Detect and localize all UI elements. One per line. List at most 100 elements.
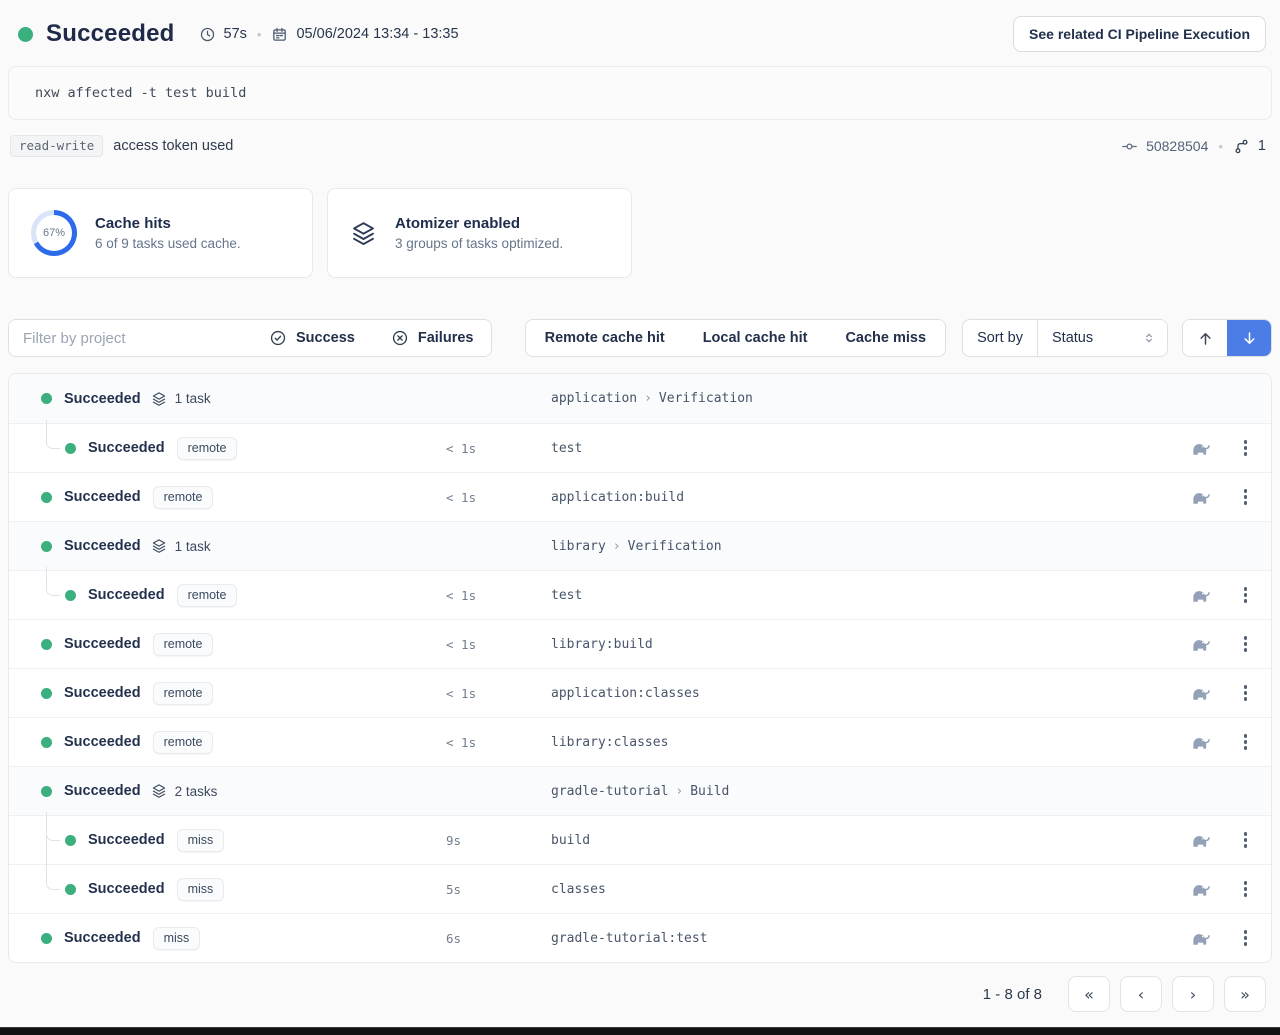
gradle-elephant-icon[interactable] — [1190, 684, 1212, 702]
sort-selected-value: Status — [1052, 330, 1094, 346]
kebab-menu-icon[interactable] — [1240, 877, 1252, 901]
first-page-button[interactable]: « — [1068, 976, 1110, 1012]
task-row[interactable]: Succeeded remote < 1s library:build — [9, 619, 1271, 668]
gradle-elephant-icon[interactable] — [1190, 635, 1212, 653]
last-page-icon: » — [1240, 984, 1250, 1004]
task-row[interactable]: Succeeded remote < 1s library:classes — [9, 717, 1271, 766]
gradle-elephant-icon[interactable] — [1190, 880, 1212, 898]
task-row[interactable]: Succeeded remote < 1s test — [9, 567, 1271, 619]
sort-control: Sort by Status — [962, 319, 1168, 357]
remote-cache-hit-button[interactable]: Remote cache hit — [525, 320, 684, 356]
gradle-elephant-icon[interactable] — [1190, 439, 1212, 457]
sort-ascending-button[interactable] — [1183, 320, 1227, 356]
local-cache-hit-button[interactable]: Local cache hit — [683, 320, 827, 356]
task-name: library:classes — [551, 734, 669, 750]
kebab-menu-icon[interactable] — [1240, 485, 1252, 509]
arrow-up-icon — [1196, 329, 1215, 348]
sort-select[interactable]: Status — [1037, 320, 1167, 356]
task-row[interactable]: Succeeded remote < 1s test — [9, 420, 1271, 472]
kebab-menu-icon[interactable] — [1240, 730, 1252, 754]
task-row[interactable]: Succeeded miss 9s build — [9, 812, 1271, 864]
layers-icon — [151, 783, 167, 799]
failures-filter-button[interactable]: Failures — [372, 320, 492, 356]
kebab-menu-icon[interactable] — [1240, 632, 1252, 656]
task-name: application:classes — [551, 685, 700, 701]
commit-icon — [1121, 138, 1138, 155]
cache-miss-button[interactable]: Cache miss — [826, 320, 946, 356]
row-status: Succeeded — [64, 685, 141, 701]
task-name: build — [551, 832, 591, 848]
gradle-elephant-icon[interactable] — [1190, 488, 1212, 506]
run-date-range: 05/06/2024 13:34 - 13:35 — [296, 26, 459, 42]
gradle-elephant-icon[interactable] — [1190, 733, 1212, 751]
task-row[interactable]: Succeeded miss 6s gradle-tutorial:test — [9, 913, 1271, 962]
pagination: 1 - 8 of 8 « ‹ › » — [14, 976, 1266, 1012]
cache-badge: remote — [176, 583, 238, 607]
task-name: library:build — [551, 636, 653, 652]
task-group-row[interactable]: Succeeded 2 tasks gradle-tutorial › Buil… — [9, 766, 1271, 815]
access-token-badge: read-write — [10, 135, 104, 157]
row-status: Succeeded — [64, 538, 141, 554]
success-filter-button[interactable]: Success — [251, 320, 373, 356]
cache-filter-group: Remote cache hit Local cache hit Cache m… — [524, 319, 947, 357]
project-name: library — [551, 538, 606, 554]
status-dot-icon — [41, 932, 52, 944]
kebab-menu-icon[interactable] — [1240, 828, 1252, 852]
row-status: Succeeded — [64, 636, 141, 652]
kebab-menu-icon[interactable] — [1240, 583, 1252, 607]
kebab-menu-icon[interactable] — [1240, 681, 1252, 705]
task-row[interactable]: Succeeded remote < 1s application:build — [9, 472, 1271, 521]
row-status: Succeeded — [88, 440, 165, 456]
cache-hits-percent: 67% — [42, 227, 66, 239]
chevron-right-icon: › — [675, 783, 684, 799]
task-duration: 9s — [446, 832, 462, 848]
group-path: library › Verification — [551, 522, 722, 570]
commit-hash[interactable]: 50828504 — [1146, 138, 1209, 154]
task-row[interactable]: Succeeded remote < 1s application:classe… — [9, 668, 1271, 717]
run-duration: 57s — [223, 26, 247, 42]
kebab-menu-icon[interactable] — [1240, 926, 1252, 950]
token-row: read-write access token used 50828504 • … — [10, 135, 1270, 157]
atomizer-card[interactable]: Atomizer enabled 3 groups of tasks optim… — [327, 188, 632, 278]
task-name: gradle-tutorial:test — [551, 930, 708, 946]
sort-by-label: Sort by — [977, 330, 1023, 346]
task-name: classes — [551, 881, 606, 897]
cache-hits-progress-ring: 67% — [31, 210, 77, 256]
cache-badge: miss — [176, 877, 225, 901]
project-filter-input[interactable] — [9, 320, 251, 356]
row-status: Succeeded — [64, 390, 141, 407]
atomizer-subtitle: 3 groups of tasks optimized. — [395, 236, 564, 251]
task-group-row[interactable]: Succeeded 1 task library › Verification — [9, 521, 1271, 570]
task-duration: 6s — [446, 930, 462, 946]
target-name: Build — [690, 783, 730, 799]
kebab-menu-icon[interactable] — [1240, 436, 1252, 460]
next-page-button[interactable]: › — [1172, 976, 1214, 1012]
run-details-page: Succeeded 57s • 05/06/2024 13:34 - 13:35… — [0, 16, 1280, 1035]
status-dot-icon — [41, 540, 52, 552]
project-filter-group: Success Failures — [8, 319, 493, 357]
group-path: gradle-tutorial › Build — [551, 767, 729, 815]
status-dot-icon — [41, 736, 52, 748]
sort-descending-button[interactable] — [1227, 320, 1271, 356]
status-dot-icon — [41, 393, 52, 404]
last-page-button[interactable]: » — [1224, 976, 1266, 1012]
task-duration: < 1s — [446, 440, 477, 456]
gradle-elephant-icon[interactable] — [1190, 929, 1212, 947]
failures-filter-label: Failures — [417, 330, 474, 346]
row-status: Succeeded — [88, 587, 165, 603]
related-pipeline-button[interactable]: See related CI Pipeline Execution — [1013, 16, 1266, 52]
status-dot-icon — [41, 785, 52, 797]
layers-icon — [151, 538, 167, 554]
target-name: Verification — [658, 391, 753, 406]
row-status: Succeeded — [64, 930, 141, 946]
gradle-elephant-icon[interactable] — [1190, 586, 1212, 604]
task-row[interactable]: Succeeded miss 5s classes — [9, 812, 1271, 913]
cache-hits-card[interactable]: 67% Cache hits 6 of 9 tasks used cache. — [8, 188, 313, 278]
access-token-text: access token used — [113, 138, 234, 154]
task-group-row[interactable]: Succeeded 1 task application › Verificat… — [9, 374, 1271, 423]
layers-icon — [151, 391, 167, 407]
prev-page-button[interactable]: ‹ — [1120, 976, 1162, 1012]
gradle-elephant-icon[interactable] — [1190, 831, 1212, 849]
status-dot-icon — [65, 442, 76, 454]
task-name: test — [551, 587, 583, 603]
